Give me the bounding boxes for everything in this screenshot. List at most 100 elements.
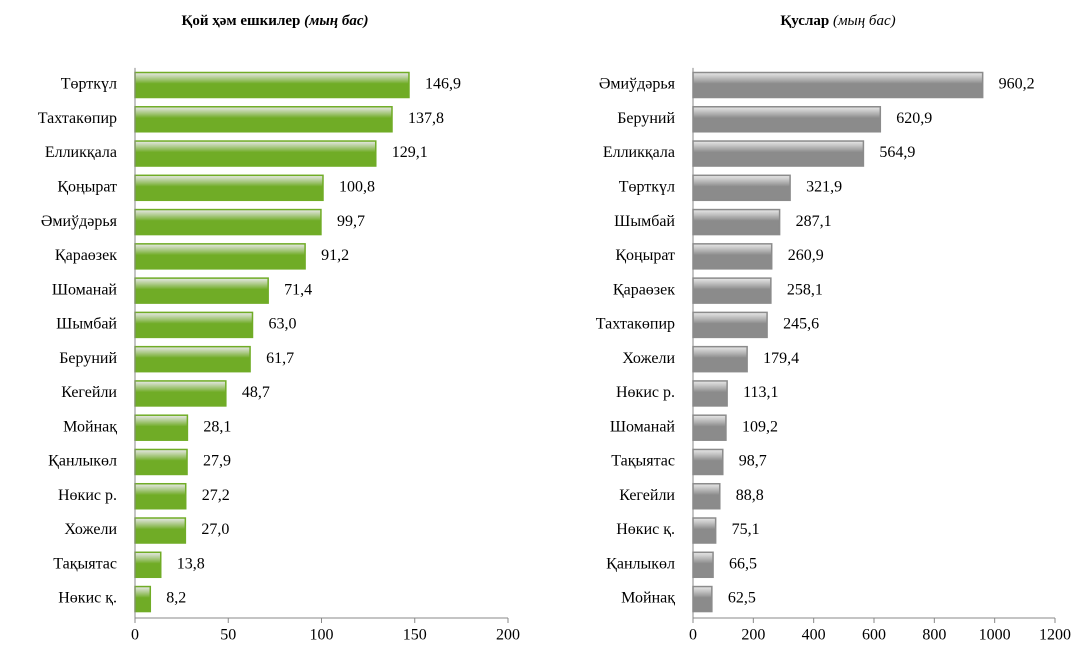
y-tick-label: Тахтакөпир [38,110,117,127]
data-label: 109,2 [742,418,778,435]
data-label: 321,9 [806,178,842,195]
subtitle: (мың бас) [304,13,368,29]
bar [692,448,724,476]
data-label: 13,8 [177,555,205,572]
y-tick-label: Елликқала [603,144,675,161]
data-label: 129,1 [392,144,428,161]
y-tick-label: Шымбай [614,213,675,230]
data-label: 27,2 [202,487,230,504]
y-tick-label: Қараөзек [55,247,117,264]
x-tick-label: 0 [131,627,139,644]
bar [134,517,187,544]
y-tick-label: Кегейли [61,384,117,401]
y-tick-label: Беруний [617,110,675,127]
y-tick-label: Беруний [59,350,117,367]
x-tick-label: 100 [310,627,334,644]
data-label: 8,2 [166,590,186,607]
data-label: 100,8 [339,178,375,195]
y-tick-label: Нөкис қ. [616,521,675,538]
bar [134,414,189,441]
bar [134,585,152,613]
bar [134,380,227,407]
y-tick-label: Нөкис р. [616,384,675,401]
y-tick-label: Төрткүл [619,178,675,195]
data-label: 564,9 [879,144,915,161]
bar [134,311,254,339]
subtitle: (мың бас) [833,13,896,29]
y-tick-label: Мойнақ [621,590,675,607]
data-label: 88,8 [736,487,764,504]
bar [692,482,721,510]
bar [692,311,768,339]
data-label: 62,5 [728,590,756,607]
bar [692,380,728,407]
data-label: 245,6 [783,316,819,333]
y-tick-label: Әмиўдәрья [599,76,676,93]
y-tick-label: Қанлыкөл [48,453,117,470]
y-tick-label: Қараөзек [613,281,675,298]
data-label: 63,0 [268,316,296,333]
x-tick-label: 1000 [979,627,1011,644]
bar [134,174,324,202]
data-label: 27,9 [203,453,231,470]
data-label: 75,1 [732,521,760,538]
data-label: 258,1 [787,281,823,298]
bar [692,71,984,99]
bar [134,277,269,304]
data-label: 287,1 [796,213,832,230]
y-tick-label: Кегейли [619,487,675,504]
data-label: 91,2 [321,247,349,264]
data-label: 113,1 [743,384,778,401]
bar [134,208,322,236]
y-tick-label: Елликқала [45,144,117,161]
y-tick-label: Төрткүл [61,76,117,93]
bar [692,585,713,613]
data-label: 260,9 [788,247,824,264]
x-tick-label: 400 [802,627,826,644]
data-label: 66,5 [729,555,757,572]
bar [692,345,748,373]
chart-title: Қой ҳәм ешкилер (мың бас) [181,13,368,29]
x-tick-label: 150 [403,627,427,644]
data-label: 99,7 [337,213,365,230]
title: Қой ҳәм ешкилер [181,13,300,29]
y-tick-label: Шоманай [52,281,118,298]
x-tick-label: 200 [496,627,520,644]
bar [692,106,882,133]
bar [692,551,714,579]
x-tick-label: 800 [922,627,946,644]
bar [692,277,772,304]
data-label: 71,4 [284,281,312,298]
y-tick-label: Тақыятас [611,453,675,470]
y-tick-label: Қанлыкөл [606,555,675,572]
bar [692,414,727,441]
y-tick-label: Нөкис қ. [58,590,117,607]
bar [134,551,162,579]
bar [134,140,377,167]
bar [692,174,791,202]
bar [692,517,717,544]
bar [134,106,393,133]
data-label: 137,8 [408,110,444,127]
bar [134,345,251,373]
data-label: 28,1 [203,418,231,435]
bar [692,243,773,270]
y-tick-label: Нөкис р. [58,487,117,504]
x-tick-label: 200 [741,627,765,644]
data-label: 620,9 [896,110,932,127]
x-tick-label: 0 [689,627,697,644]
data-label: 98,7 [739,453,767,470]
bar [692,208,781,236]
bar [692,140,865,167]
title: Қуслар [780,13,829,29]
data-label: 27,0 [201,521,229,538]
data-label: 179,4 [763,350,799,367]
y-tick-label: Мойнақ [63,418,117,435]
bar [134,448,188,476]
chart-title: Қуслар (мың бас) [780,13,895,29]
y-tick-label: Хожели [622,350,675,367]
data-label: 960,2 [999,76,1035,93]
data-label: 48,7 [242,384,270,401]
y-tick-label: Тахтакөпир [596,316,675,333]
y-tick-label: Шымбай [56,316,117,333]
